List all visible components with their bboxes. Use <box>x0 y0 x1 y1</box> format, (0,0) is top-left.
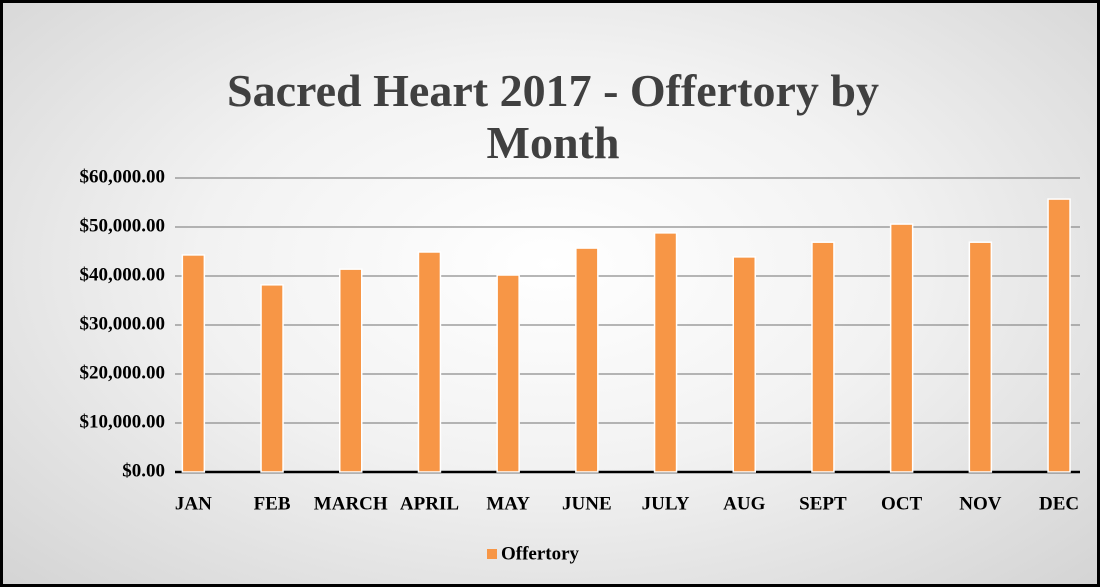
bar <box>732 256 756 473</box>
y-tick-label: $10,000.00 <box>80 411 166 432</box>
legend-swatch <box>487 549 497 559</box>
x-tick-label: OCT <box>881 493 923 514</box>
bar <box>1047 198 1071 473</box>
y-tick-label: $0.00 <box>122 460 165 481</box>
x-tick-label: APRIL <box>400 493 459 514</box>
y-tick-label: $20,000.00 <box>80 362 166 383</box>
bar <box>575 247 599 473</box>
bar <box>496 274 520 473</box>
y-tick-label: $60,000.00 <box>80 166 166 187</box>
bar <box>260 284 284 473</box>
bar <box>811 241 835 473</box>
x-tick-label: FEB <box>254 493 291 514</box>
bar <box>417 251 442 473</box>
x-tick-label: MAY <box>486 493 530 514</box>
x-tick-label: DEC <box>1039 493 1079 514</box>
x-tick-label: SEPT <box>799 493 847 514</box>
y-tick-label: $40,000.00 <box>80 264 166 285</box>
bar <box>968 241 993 473</box>
y-tick-label: $30,000.00 <box>80 313 166 334</box>
bar <box>339 268 363 473</box>
x-tick-label: MARCH <box>314 493 388 514</box>
x-tick-label: NOV <box>959 493 1002 514</box>
bar <box>653 232 678 473</box>
y-tick-label: $50,000.00 <box>80 215 166 236</box>
x-tick-label: JULY <box>642 493 690 514</box>
bar <box>181 254 206 473</box>
chart: $0.00 $10,000.00 $20,000.00 $30,000.00 $40,0… <box>80 166 1080 564</box>
x-tick-label: JUNE <box>562 493 612 514</box>
x-tick-label: AUG <box>723 493 765 514</box>
bar <box>889 223 914 473</box>
legend-label: Offertory <box>501 543 580 564</box>
x-tick-label: JAN <box>175 493 212 514</box>
chart-title: Sacred Heart 2017 - Offertory by Month <box>227 65 879 168</box>
